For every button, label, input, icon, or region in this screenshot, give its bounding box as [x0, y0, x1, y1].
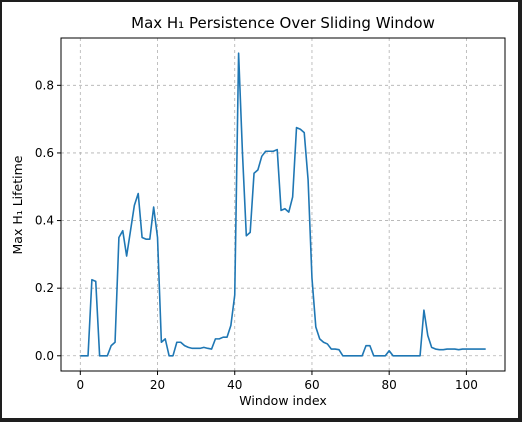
- x-tick-label: 40: [227, 378, 242, 392]
- x-axis-label: Window index: [239, 393, 326, 408]
- x-tick-label: 80: [382, 378, 397, 392]
- series-line: [80, 52, 486, 357]
- x-tick-label: 60: [304, 378, 319, 392]
- x-tick-label: 100: [455, 378, 478, 392]
- series-layer: [80, 52, 486, 357]
- y-tick-label: 0.8: [35, 78, 54, 92]
- figure-frame: Max H₁ Persistence Over Sliding Window 0…: [2, 2, 518, 418]
- plot-area-border: [60, 37, 506, 372]
- axis-ticks: 0 20 40 60 80 100 0.0 0.2 0.4 0.6 0.8: [35, 78, 478, 392]
- y-tick-label: 0.4: [35, 214, 54, 228]
- y-tick-label: 0.0: [35, 349, 54, 363]
- grid: [61, 38, 505, 371]
- y-tick-label: 0.2: [35, 281, 54, 295]
- chart-title: Max H₁ Persistence Over Sliding Window: [131, 14, 435, 32]
- y-tick-label: 0.6: [35, 146, 54, 160]
- x-tick-label: 0: [76, 378, 84, 392]
- y-axis-label: Max H₁ Lifetime: [10, 155, 25, 254]
- line-chart: Max H₁ Persistence Over Sliding Window 0…: [10, 14, 506, 408]
- x-tick-label: 20: [150, 378, 165, 392]
